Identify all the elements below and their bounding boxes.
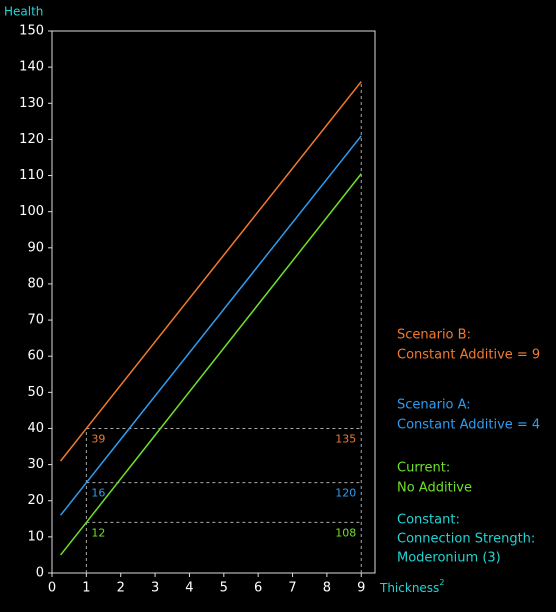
y-tick-label: 100 [19, 204, 44, 219]
constant-note: Constant: [397, 513, 460, 528]
y-tick-label: 150 [19, 24, 44, 39]
annotation: 12 [91, 526, 105, 539]
y-tick-label: 140 [19, 60, 44, 75]
x-tick-label: 6 [254, 581, 262, 596]
y-tick-label: 30 [27, 457, 44, 472]
x-tick-label: 3 [151, 581, 159, 596]
plot-frame [51, 30, 376, 574]
x-tick-label: 9 [357, 581, 365, 596]
y-tick-label: 50 [27, 385, 44, 400]
annotation: 39 [91, 432, 105, 445]
x-tick-label: 1 [82, 581, 90, 596]
y-tick-label: 70 [27, 313, 44, 328]
legend-detail: Constant Additive = 9 [397, 348, 540, 363]
annotation: 120 [335, 487, 356, 500]
x-tick-label: 4 [185, 581, 193, 596]
x-axis-label-text: Thickness [379, 581, 439, 595]
constant-note: Connection Strength: [397, 532, 535, 547]
annotation: 16 [91, 487, 105, 500]
annotation: 135 [335, 432, 356, 445]
y-tick-label: 60 [27, 349, 44, 364]
x-axis-label: Thickness2 [379, 578, 444, 595]
legend-detail: No Additive [397, 481, 472, 496]
series-line [60, 135, 362, 516]
series-line [60, 81, 362, 462]
y-tick-label: 40 [27, 421, 44, 436]
legend-name: Scenario B: [397, 328, 471, 343]
x-tick-label: 2 [117, 581, 125, 596]
x-tick-label: 0 [48, 581, 56, 596]
y-tick-label: 90 [27, 240, 44, 255]
x-tick-label: 7 [288, 581, 296, 596]
y-tick-label: 0 [36, 566, 44, 581]
constant-note: Moderonium (3) [397, 551, 501, 566]
y-tick-label: 20 [27, 493, 44, 508]
y-tick-label: 110 [19, 168, 44, 183]
y-tick-label: 80 [27, 276, 44, 291]
legend-detail: Constant Additive = 4 [397, 418, 540, 433]
x-tick-label: 5 [220, 581, 228, 596]
series-line [60, 173, 362, 556]
x-tick-label: 8 [323, 581, 331, 596]
y-tick-label: 120 [19, 132, 44, 147]
annotation: 108 [335, 526, 356, 539]
y-tick-label: 10 [27, 529, 44, 544]
y-tick-label: 130 [19, 96, 44, 111]
legend-name: Current: [397, 461, 450, 476]
y-axis-label: Health [4, 5, 43, 19]
legend-name: Scenario A: [397, 398, 471, 413]
x-axis-label-superscript: 2 [439, 578, 444, 587]
